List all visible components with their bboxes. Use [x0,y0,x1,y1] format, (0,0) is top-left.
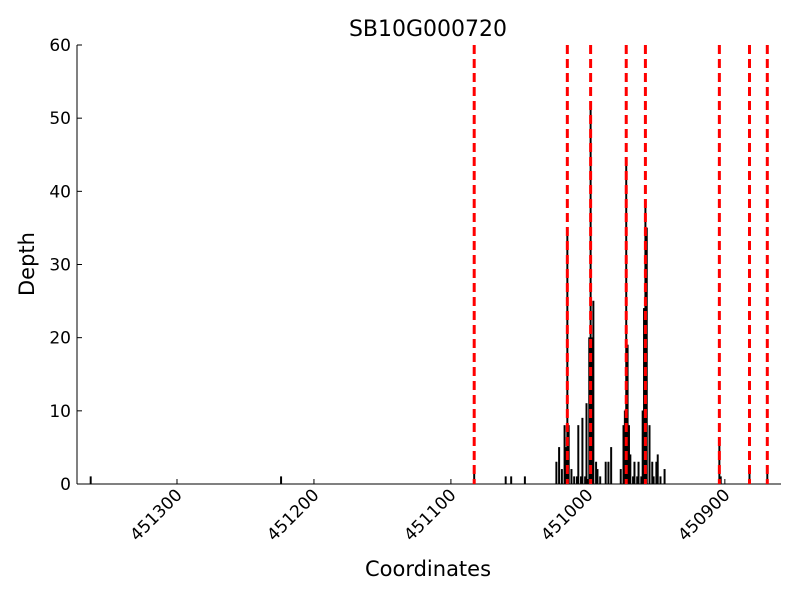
chart-title: SB10G000720 [349,17,507,42]
bar [570,469,573,485]
bar [573,476,576,485]
bar [629,454,632,485]
bar [637,461,640,485]
bar [585,403,588,485]
bar [504,476,507,485]
bar [577,425,580,485]
bar [651,461,654,485]
bar [280,476,283,485]
y-axis-label: Depth [15,232,39,296]
bar [89,476,92,485]
y-tick-label: 60 [49,36,71,56]
bar [656,454,659,485]
bar [610,447,613,485]
bar [652,476,655,485]
y-tick-label: 30 [49,256,71,276]
bar [555,461,558,485]
y-tick-label: 20 [49,329,71,349]
bar [604,461,607,485]
bar [648,425,651,485]
y-tick-label: 10 [49,402,71,422]
y-tick-label: 50 [49,109,71,129]
bar [560,469,563,485]
bar [607,461,610,485]
bar [599,476,602,485]
bar [523,476,526,485]
bar [619,469,622,485]
bar [633,461,636,485]
y-tick-label: 40 [49,182,71,202]
bar [592,300,595,485]
bar [659,476,662,485]
bar [558,447,561,485]
bar [663,469,666,485]
bar [581,417,584,485]
bar [596,469,599,485]
y-tick-label: 0 [60,475,71,495]
x-axis-label: Coordinates [365,557,491,581]
bar [510,476,513,485]
